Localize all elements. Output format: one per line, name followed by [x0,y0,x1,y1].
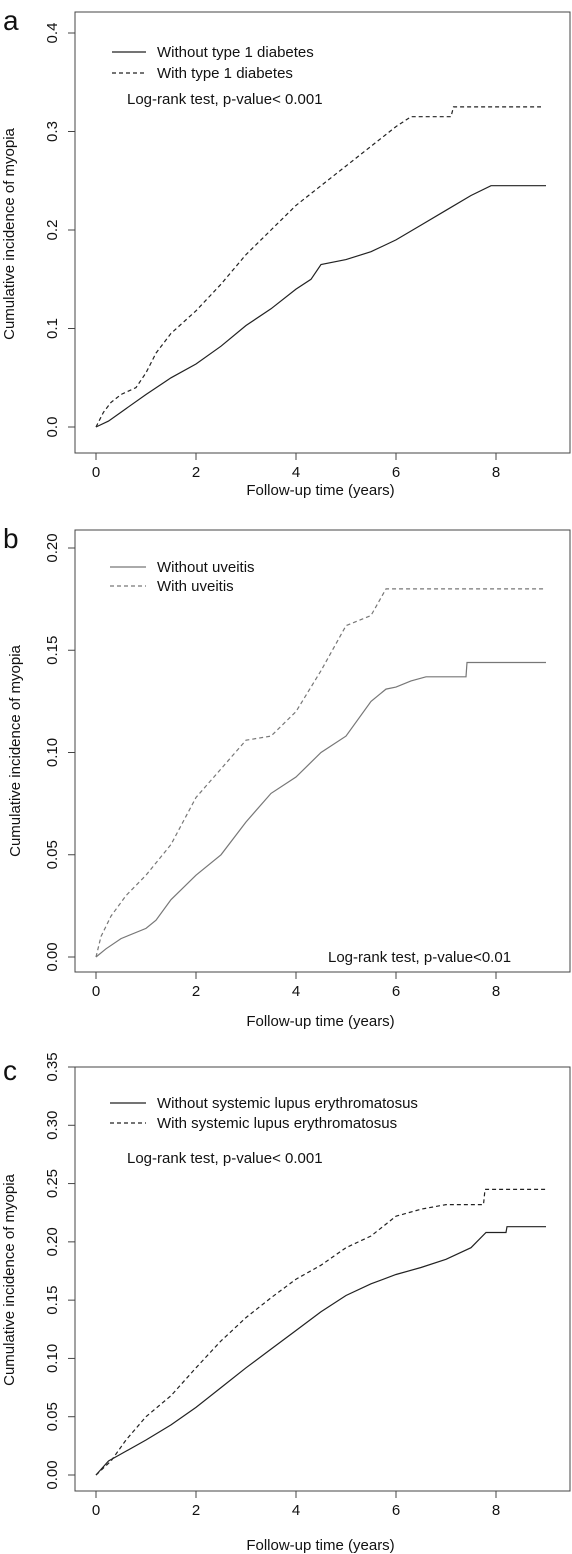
y-tick-label: 0.3 [44,121,61,142]
legend: Without systemic lupus erythromatosus Wit… [110,1095,418,1132]
panel-label: b [3,523,19,554]
series-line-with [95,1188,546,1476]
series-line-with [95,106,541,428]
y-axis-label: Cumulative incidence of myopia [1,127,18,339]
y-tick-label: 0.20 [44,1227,61,1256]
x-tick-label: 2 [192,464,200,481]
x-tick-label: 4 [292,464,300,481]
legend-entry: With type 1 diabetes [157,65,293,82]
y-tick-label: 0.20 [44,533,61,562]
x-tick-label: 6 [392,983,400,1000]
y-tick-label: 0.00 [44,1460,61,1489]
y-tick-label: 0.30 [44,1111,61,1140]
y-tick-label: 0.15 [44,636,61,665]
series-line-without [95,661,546,958]
x-tick-label: 6 [392,1502,400,1519]
y-tick-label: 0.05 [44,840,61,869]
plot-frame [74,1066,571,1492]
x-tick-label: 4 [292,983,300,1000]
y-axis-label: Cumulative incidence of myopia [1,1173,18,1385]
x-axis-label: Follow-up time (years) [246,482,394,499]
legend-entry: Without type 1 diabetes [157,44,314,61]
plot-frame [74,529,571,973]
y-tick-label: 0.2 [44,220,61,241]
y-tick-label: 0.25 [44,1169,61,1198]
x-tick-label: 2 [192,983,200,1000]
y-tick-label: 0.35 [44,1052,61,1081]
y-tick-label: 0.05 [44,1402,61,1431]
y-tick-label: 0.15 [44,1286,61,1315]
y-tick-label: 0.4 [44,23,61,44]
panel-label: a [3,5,19,36]
logrank-annotation: Log-rank test, p-value<0.01 [328,949,511,966]
legend: Without uveitis With uveitis [110,559,255,595]
x-tick-label: 8 [492,464,500,481]
x-tick-label: 8 [492,983,500,1000]
x-tick-label: 8 [492,1502,500,1519]
legend: Without type 1 diabetes With type 1 diabe… [112,44,314,82]
logrank-annotation: Log-rank test, p-value< 0.001 [127,91,323,108]
x-tick-label: 2 [192,1502,200,1519]
y-tick-label: 0.10 [44,1344,61,1373]
chart-panel-a: a 0 2 4 6 8 0.0 0.1 0.2 0.3 0.4 Follow-up time (yea… [1,5,571,499]
legend-entry: Without systemic lupus erythromatosus [157,1095,418,1112]
x-tick-label: 0 [92,983,100,1000]
x-tick-label: 0 [92,1502,100,1519]
series-line-without [95,185,546,428]
x-axis-label: Follow-up time (years) [246,1537,394,1554]
x-tick-label: 4 [292,1502,300,1519]
chart-panel-b: b 0 2 4 6 8 0.00 0.05 0.10 0.15 0.20 Follow-up time… [3,523,571,1030]
x-tick-label: 6 [392,464,400,481]
series-line-without [95,1226,546,1476]
x-tick-label: 0 [92,464,100,481]
y-axis-label: Cumulative incidence of myopia [7,644,24,856]
y-tick-label: 0.00 [44,942,61,971]
y-tick-label: 0.10 [44,738,61,767]
y-tick-label: 0.1 [44,318,61,339]
chart-panel-c: c 0 2 4 6 8 0.00 0.05 0.10 0.15 0.20 0.25 0.30 0.35 Fo… [1,1052,571,1554]
legend-entry: With uveitis [157,578,234,595]
y-tick-label: 0.0 [44,417,61,438]
legend-entry: With systemic lupus erythromatosus [157,1115,397,1132]
legend-entry: Without uveitis [157,559,255,576]
x-axis-label: Follow-up time (years) [246,1013,394,1030]
series-line-with [95,588,546,958]
plot-frame [74,11,571,454]
logrank-annotation: Log-rank test, p-value< 0.001 [127,1150,323,1167]
panel-label: c [3,1055,17,1086]
